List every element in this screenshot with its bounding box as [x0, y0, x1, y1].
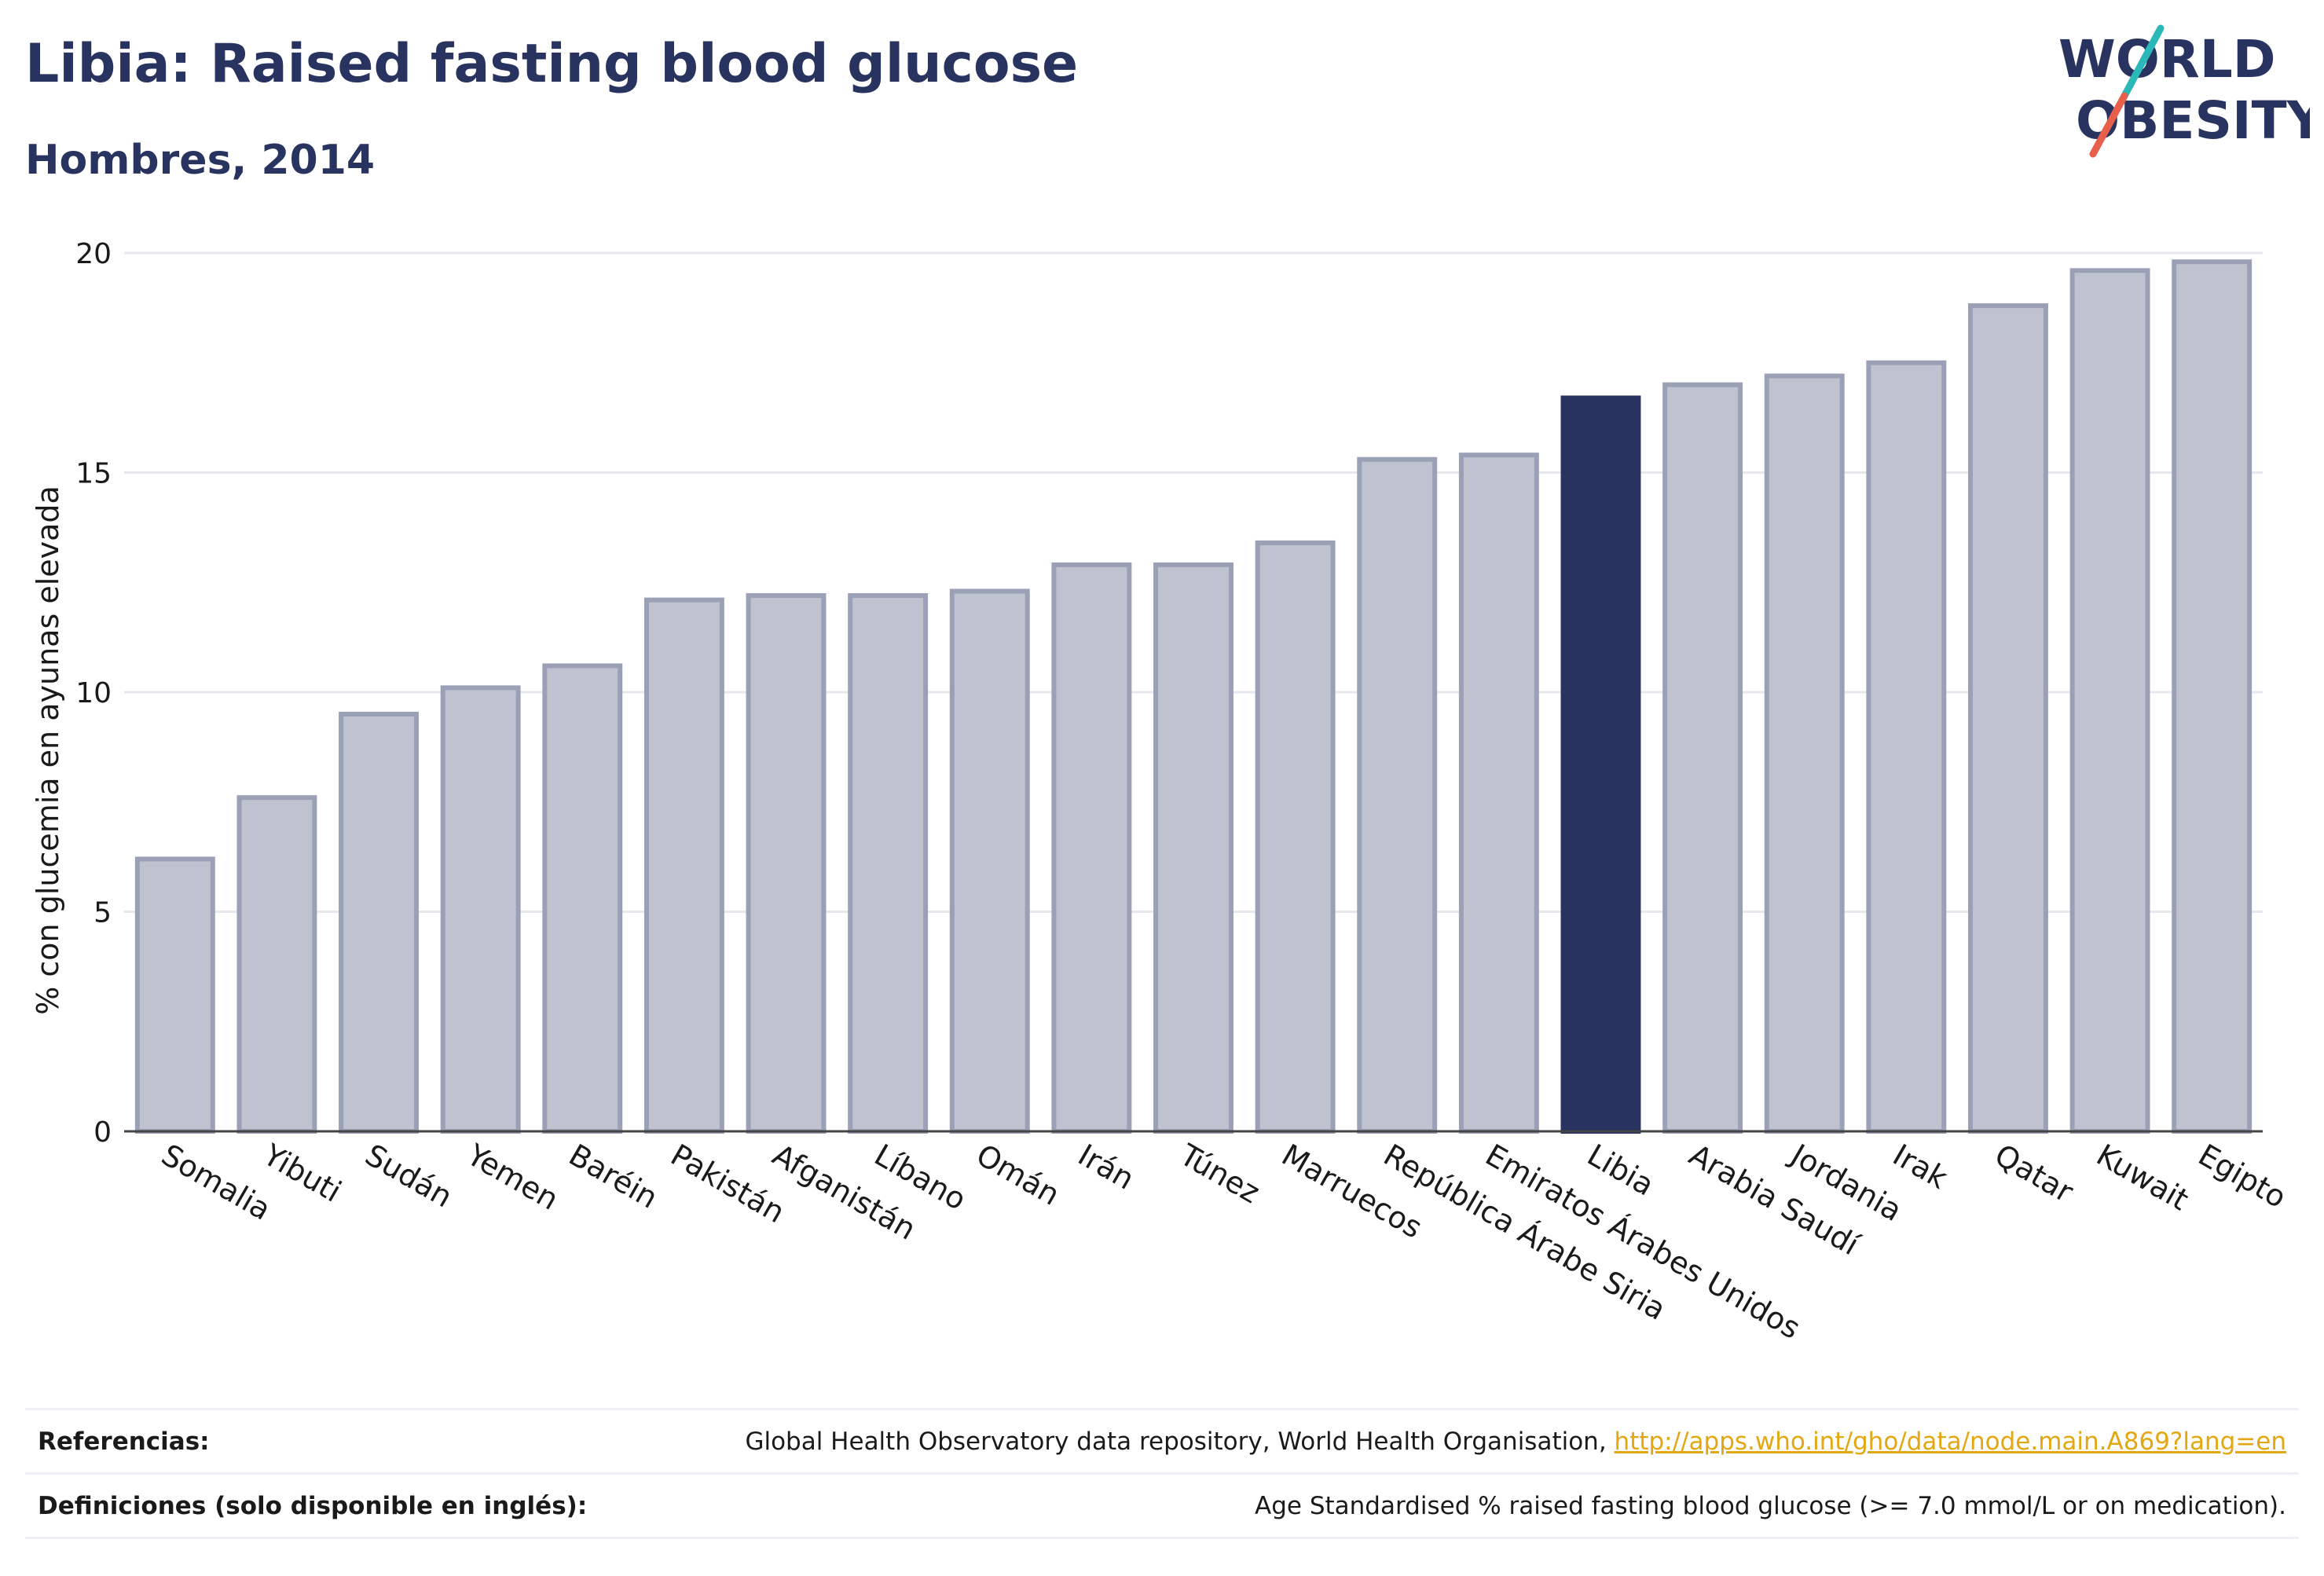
references-label: Referencias:: [38, 1428, 210, 1456]
x-tick-label: Arabia Saudí: [1684, 1138, 1866, 1263]
bar-egipto: [2172, 259, 2253, 1134]
y-tick-label: 0: [93, 1116, 112, 1149]
bar-república-árabe-siria: [1357, 456, 1438, 1134]
bar-pakistán: [643, 597, 724, 1134]
y-axis-label: % con glucemia en ayunas elevada: [31, 486, 65, 1015]
bar-qatar: [1967, 303, 2048, 1134]
bar-arabia-saudí: [1662, 382, 1743, 1134]
logo-slash-top-icon: [2121, 24, 2165, 100]
bar-jordania: [1764, 373, 1845, 1134]
x-tick-label: Pakistán: [665, 1138, 790, 1230]
bars: [134, 259, 2253, 1134]
bar-omán: [949, 588, 1030, 1134]
bar-líbano: [848, 593, 929, 1134]
bar-sudán: [339, 711, 420, 1134]
bar-baréin: [542, 663, 623, 1134]
references-link[interactable]: http://apps.who.int/gho/data/node.main.A…: [1614, 1428, 2286, 1456]
bar-irak: [1866, 360, 1947, 1134]
bar-irán: [1051, 562, 1132, 1134]
references-row: Referencias: Global Health Observatory d…: [25, 1408, 2299, 1472]
logo-line1: WORLD: [2058, 29, 2276, 90]
y-tick-label: 5: [93, 897, 112, 929]
x-tick-label: Qatar: [1989, 1138, 2079, 1210]
page-title: Libia: Raised fasting blood glucose: [25, 33, 1079, 95]
y-tick-label: 10: [75, 677, 112, 709]
bar-túnez: [1153, 562, 1233, 1134]
y-tick-label: 20: [75, 238, 112, 270]
world-obesity-logo: WORLD OBESITY: [2058, 24, 2310, 158]
y-tick-label: 15: [75, 458, 112, 490]
definitions-value: Age Standardised % raised fasting blood …: [1255, 1492, 2286, 1520]
x-tick-label: Kuwait: [2091, 1138, 2194, 1218]
x-tick-label: Sudán: [360, 1138, 459, 1215]
x-tick-label: Túnez: [1174, 1137, 1266, 1210]
footer-divider: [25, 1537, 2299, 1539]
bar-yibuti: [236, 795, 317, 1134]
bar-afganistán: [746, 593, 827, 1134]
bar-emiratos-árabes-unidos: [1458, 453, 1539, 1134]
x-tick-label: Baréin: [563, 1138, 664, 1215]
x-tick-label: Omán: [970, 1138, 1065, 1212]
definitions-label: Definiciones (solo disponible en inglés)…: [38, 1492, 588, 1520]
x-tick-label: Egipto: [2193, 1138, 2293, 1215]
x-tick-label: Somalia: [156, 1138, 277, 1227]
references-value: Global Health Observatory data repositor…: [745, 1428, 2286, 1456]
x-tick-label: Irán: [1072, 1138, 1140, 1197]
page-subtitle: Hombres, 2014: [25, 137, 376, 184]
references-text: Global Health Observatory data repositor…: [745, 1428, 1615, 1456]
definitions-row: Definiciones (solo disponible en inglés)…: [25, 1472, 2299, 1536]
bar-somalia: [134, 856, 215, 1134]
bar-libia: [1560, 395, 1641, 1134]
logo-slash-bottom-icon: [2089, 92, 2128, 158]
bar-kuwait: [2069, 268, 2150, 1134]
x-tick-label: Yemen: [460, 1137, 564, 1217]
bar-marruecos: [1255, 540, 1336, 1134]
bar-yemen: [440, 685, 521, 1134]
x-tick-label: Irak: [1887, 1138, 1953, 1196]
